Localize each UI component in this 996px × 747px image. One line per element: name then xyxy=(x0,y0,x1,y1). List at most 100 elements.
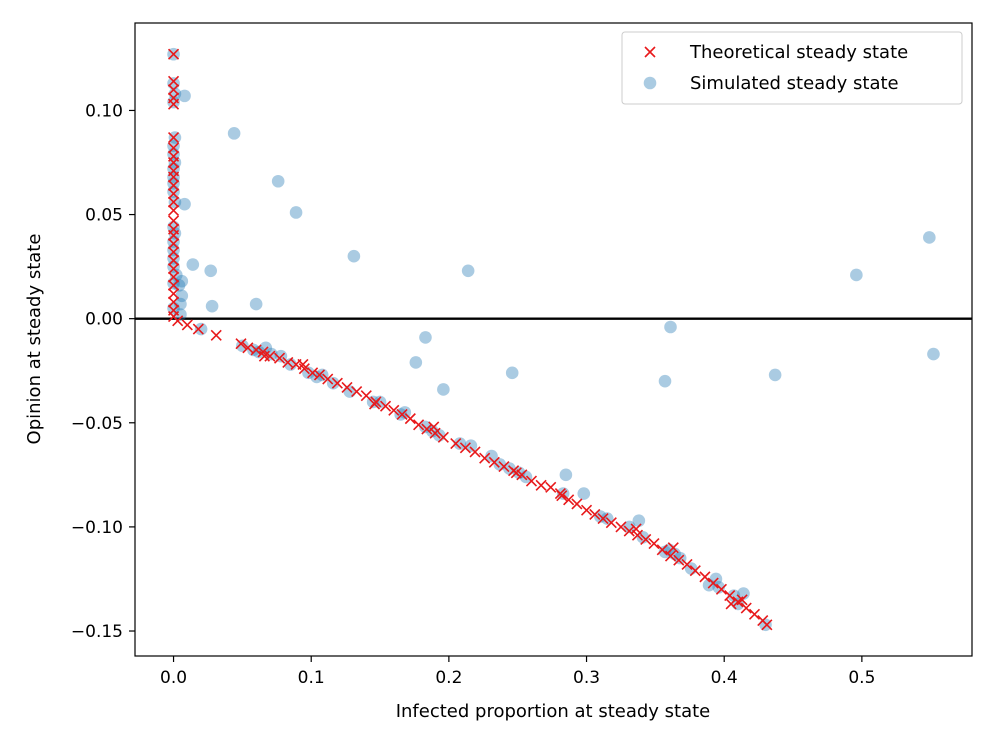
theoretical-point xyxy=(167,204,180,216)
theoretical-point xyxy=(368,398,381,410)
theoretical-point xyxy=(556,490,568,502)
simulated-point xyxy=(205,299,219,313)
theoretical-point xyxy=(715,583,728,595)
simulated-point xyxy=(194,322,208,336)
simulated-point xyxy=(373,395,387,409)
y-tick-label: 0.00 xyxy=(85,310,123,330)
simulated-point xyxy=(622,520,636,534)
theoretical-point xyxy=(172,315,184,327)
simulated-point xyxy=(419,331,432,344)
theoretical-point xyxy=(450,438,462,450)
legend-simulated-label: Simulated steady state xyxy=(690,73,899,94)
theoretical-point xyxy=(580,504,593,516)
theoretical-point xyxy=(630,523,642,535)
simulated-point xyxy=(453,437,467,450)
theoretical-point xyxy=(167,188,180,200)
theoretical-point xyxy=(689,565,701,577)
theoretical-point xyxy=(167,84,180,96)
theoretical-point xyxy=(167,229,180,241)
theoretical-point xyxy=(388,404,400,416)
theoretical-point xyxy=(273,352,286,364)
simulated-point xyxy=(186,258,200,271)
simulated-point xyxy=(347,249,361,263)
simulated-point xyxy=(727,589,741,602)
simulated-point xyxy=(464,439,478,452)
simulated-point xyxy=(204,264,218,278)
theoretical-point xyxy=(571,498,583,510)
simulated-point xyxy=(174,308,187,321)
theoretical-point xyxy=(192,323,204,335)
simulated-point xyxy=(437,383,450,396)
theoretical-point xyxy=(510,467,522,479)
theoretical-point xyxy=(167,215,180,227)
theoretical-point xyxy=(167,98,180,110)
theoretical-point xyxy=(479,452,491,464)
theoretical-point xyxy=(725,598,737,610)
theoretical-point xyxy=(563,494,575,506)
theoretical-point xyxy=(736,594,748,606)
theoretical-point xyxy=(740,602,752,614)
simulated-point xyxy=(227,127,241,140)
plot-frame xyxy=(134,22,973,657)
x-tick-label: 0.3 xyxy=(573,668,600,688)
theoretical-point xyxy=(242,342,254,354)
simulated-point xyxy=(167,95,180,109)
x-tick-label: 0.1 xyxy=(298,668,325,688)
theoretical-point xyxy=(235,338,247,350)
simulated-point xyxy=(343,385,357,398)
theoretical-point xyxy=(167,263,180,275)
simulated-point xyxy=(664,320,677,334)
simulated-point xyxy=(249,297,263,311)
simulated-point xyxy=(927,347,940,361)
simulated-point xyxy=(432,428,446,442)
axes: 0.0 0.1 0.2 0.3 0.4 0.5 0.10 0.05 0.00 −0.05 −0.10… xyxy=(71,22,973,688)
simulated-point xyxy=(559,468,573,482)
simulated-point xyxy=(326,376,340,390)
theoretical-point xyxy=(664,550,677,562)
theoretical-point xyxy=(589,508,601,520)
simulated-point xyxy=(768,368,782,382)
theoretical-point xyxy=(167,246,180,258)
theoretical-point xyxy=(623,525,635,537)
simulated-point xyxy=(175,274,189,288)
theoretical-point xyxy=(297,358,309,371)
theoretical-point xyxy=(379,400,392,412)
y-tick-label: −0.10 xyxy=(71,518,123,538)
simulated-point xyxy=(394,408,407,421)
theoretical-point xyxy=(210,329,222,341)
y-tick-label: 0.05 xyxy=(85,206,123,226)
theoretical-point xyxy=(525,475,538,487)
theoretical-point xyxy=(167,271,180,283)
theoretical-point xyxy=(413,419,425,431)
theoretical-point xyxy=(428,421,440,433)
legend-theoretical-label: Theoretical steady state xyxy=(689,42,908,63)
theoretical-point xyxy=(167,171,180,183)
simulated-point xyxy=(175,289,189,303)
legend-box xyxy=(621,31,963,105)
theoretical-point xyxy=(167,279,180,291)
theoretical-point xyxy=(167,288,180,300)
theoretical-point xyxy=(469,446,481,458)
simulated-point xyxy=(168,131,182,144)
theoretical-point xyxy=(648,537,660,550)
theoretical-point xyxy=(341,381,353,393)
legend-theoretical-marker xyxy=(644,46,656,58)
simulated-point xyxy=(178,89,191,103)
theoretical-point xyxy=(258,350,270,362)
theoretical-point xyxy=(699,571,711,583)
theoretical-point xyxy=(605,517,617,529)
theoretical-point xyxy=(761,619,773,631)
simulated-point xyxy=(850,268,863,282)
simulated-point xyxy=(461,264,475,278)
theoretical-point xyxy=(404,413,416,425)
x-axis-label: Infected proportion at steady state xyxy=(396,701,711,722)
simulated-point xyxy=(737,587,750,600)
theoretical-point xyxy=(459,442,471,454)
theoretical-point xyxy=(421,423,433,435)
theoretical-point xyxy=(313,369,326,381)
simulated-point xyxy=(577,487,591,500)
theoretical-point xyxy=(167,238,180,250)
x-tick-label: 0.5 xyxy=(848,668,875,688)
y-axis-label: Opinion at steady state xyxy=(24,234,45,445)
